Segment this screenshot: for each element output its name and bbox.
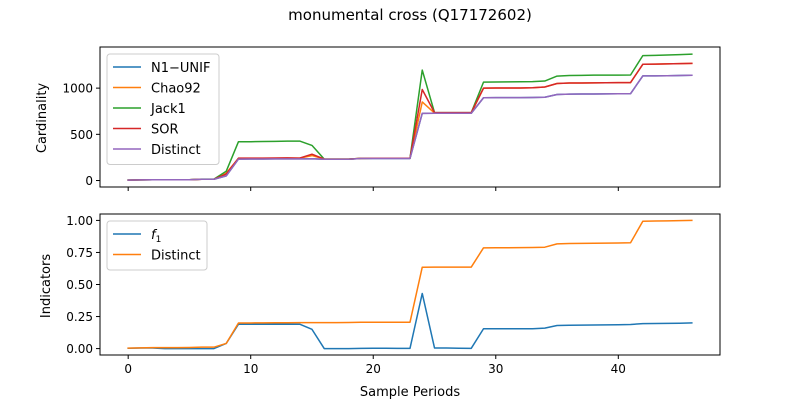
x-tick-label: 0 <box>124 362 132 376</box>
x-tick-label: 10 <box>243 362 258 376</box>
cardinality-ylabel: Cardinality <box>35 83 50 154</box>
y-tick-label: 0.75 <box>66 246 93 260</box>
legend-label-1: Chao92 <box>151 82 201 97</box>
y-tick-label: 1.00 <box>66 214 93 228</box>
cardinality-panel: 0 500 1000 Cardinality N1−UNIF Chao92 Jack1 S… <box>35 46 721 191</box>
indicators-ylabel: Indicators <box>39 254 54 318</box>
legend-frame <box>106 53 220 165</box>
x-tick-label: 20 <box>366 362 381 376</box>
indicators-panel: 0 10 20 30 40 0.00 0.25 0.50 0.75 1.00 Indicators… <box>39 213 721 400</box>
legend-label-2: Jack1 <box>150 102 186 117</box>
x-tick-label: 30 <box>488 362 503 376</box>
indicators-legend: f1 Distinct <box>106 220 208 271</box>
chart-title: monumental cross (Q17172602) <box>288 6 532 24</box>
series-line-1 <box>127 219 693 349</box>
y-tick-label: 0.25 <box>66 310 93 324</box>
cardinality-legend: N1−UNIF Chao92 Jack1 SOR Distinct <box>106 53 220 165</box>
indicators-axes: 0 10 20 30 40 0.00 0.25 0.50 0.75 1.00 <box>66 213 721 376</box>
indicators-xlabel: Sample Periods <box>360 385 460 400</box>
cardinality-lines <box>127 53 693 181</box>
legend-label-3: SOR <box>151 123 179 138</box>
cardinality-axes: 0 500 1000 <box>62 46 721 191</box>
y-tick-label: 0.00 <box>66 342 93 356</box>
axes-frame <box>99 46 721 188</box>
legend-label-1: Distinct <box>151 249 201 264</box>
legend-label-0: N1−UNIF <box>151 61 210 76</box>
y-tick-label: 0.50 <box>66 278 93 292</box>
y-tick-label: 500 <box>70 128 93 142</box>
legend-label-0: f1 <box>151 228 161 245</box>
legend-label-4: Distinct <box>151 143 201 158</box>
y-tick-label: 1000 <box>62 82 93 96</box>
y-tick-label: 0 <box>85 174 93 188</box>
x-tick-label: 40 <box>611 362 626 376</box>
series-line-4 <box>127 74 693 181</box>
indicators-lines <box>127 219 693 350</box>
